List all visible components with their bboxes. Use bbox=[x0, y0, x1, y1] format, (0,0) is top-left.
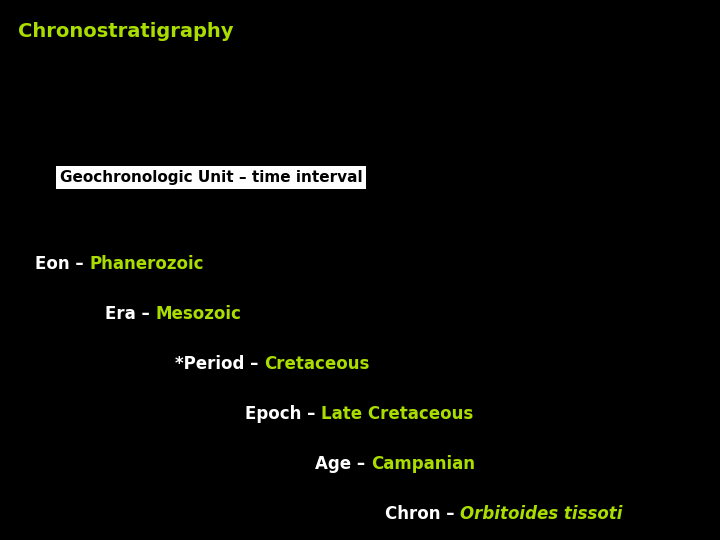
Text: Campanian: Campanian bbox=[371, 455, 475, 473]
Text: Era –: Era – bbox=[105, 305, 156, 323]
Text: Age –: Age – bbox=[315, 455, 371, 473]
Text: Orbitoides tissoti: Orbitoides tissoti bbox=[460, 505, 623, 523]
Text: Cretaceous: Cretaceous bbox=[264, 355, 369, 373]
Text: Phanerozoic: Phanerozoic bbox=[89, 255, 204, 273]
Text: Late Cretaceous: Late Cretaceous bbox=[321, 405, 473, 423]
Text: *Period –: *Period – bbox=[175, 355, 264, 373]
Text: Eon –: Eon – bbox=[35, 255, 89, 273]
Text: Chron –: Chron – bbox=[385, 505, 460, 523]
Text: Geochronologic Unit – time interval: Geochronologic Unit – time interval bbox=[60, 170, 363, 185]
Text: Mesozoic: Mesozoic bbox=[156, 305, 241, 323]
Text: Chronostratigraphy: Chronostratigraphy bbox=[18, 22, 233, 41]
Text: Epoch –: Epoch – bbox=[245, 405, 321, 423]
